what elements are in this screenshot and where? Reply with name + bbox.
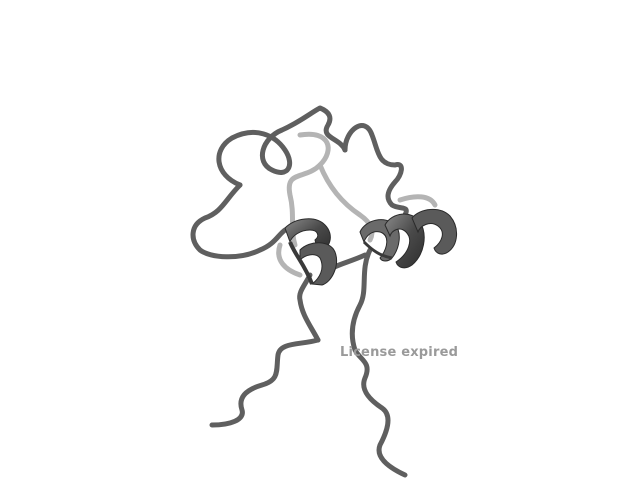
- alpha-helix-1: [284, 218, 337, 286]
- license-watermark: License expired: [340, 345, 459, 360]
- alpha-helix-2: [359, 209, 457, 269]
- coil-main: [190, 105, 409, 478]
